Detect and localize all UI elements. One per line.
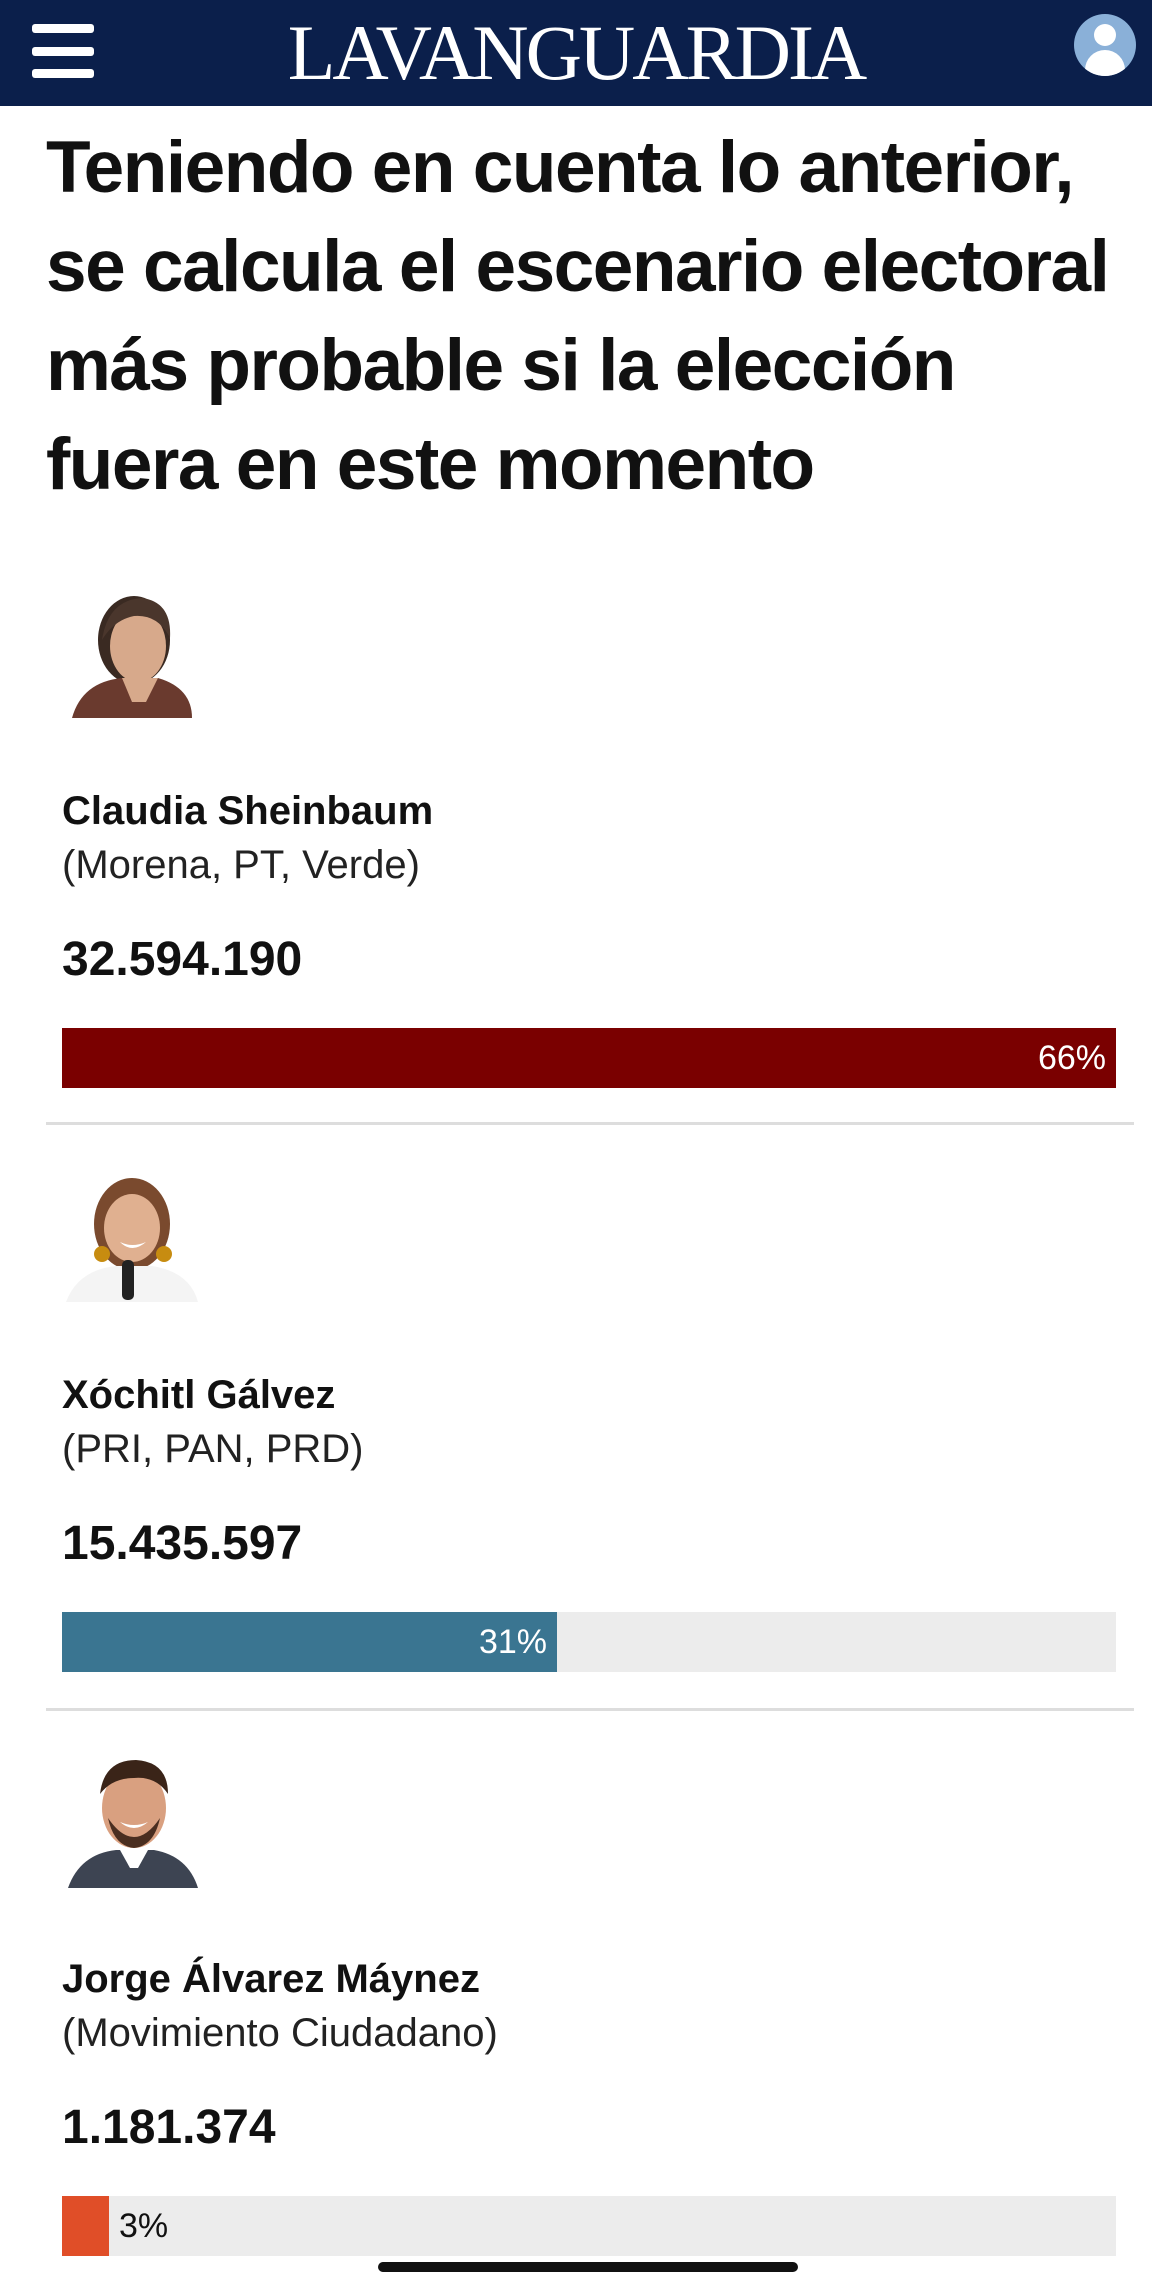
candidate-votes: 32.594.190 [62, 933, 303, 986]
vote-share-fill [62, 1028, 1116, 1088]
candidate-votes: 1.181.374 [62, 2101, 276, 2154]
candidate-party: (Morena, PT, Verde) [62, 843, 420, 887]
vote-share-percent: 3% [119, 2207, 169, 2245]
vote-share-bar: 31% [62, 1612, 1116, 1672]
site-logo[interactable]: LAVANGUARDIA [287, 9, 867, 96]
candidate-party: (PRI, PAN, PRD) [62, 1427, 364, 1471]
vote-share-bar: 3% [62, 2196, 1116, 2256]
candidate-votes: 15.435.597 [62, 1517, 303, 1570]
hamburger-menu-icon[interactable] [32, 24, 94, 78]
vote-share-fill [62, 1612, 557, 1672]
candidate-photo [62, 578, 202, 718]
vote-share-bar: 66% [62, 1028, 1116, 1088]
user-account-icon[interactable] [1074, 14, 1136, 76]
candidate-name: Xóchitl Gálvez [62, 1373, 336, 1417]
divider [46, 1122, 1134, 1125]
candidate-name: Jorge Álvarez Máynez [62, 1957, 480, 2001]
candidate-photo [62, 1748, 202, 1888]
vote-share-fill [62, 2196, 109, 2256]
home-indicator [378, 2262, 798, 2272]
top-navigation-bar: LAVANGUARDIA [0, 0, 1152, 106]
vote-share-percent: 66% [1037, 1039, 1106, 1077]
candidate-photo [62, 1162, 202, 1302]
candidate-name: Claudia Sheinbaum [62, 789, 434, 833]
candidate-party: (Movimiento Ciudadano) [62, 2011, 498, 2055]
vote-share-percent: 31% [478, 1623, 547, 1661]
article-headline: Teniendo en cuenta lo anterior, se calcu… [46, 127, 1110, 505]
divider [46, 1708, 1134, 1711]
